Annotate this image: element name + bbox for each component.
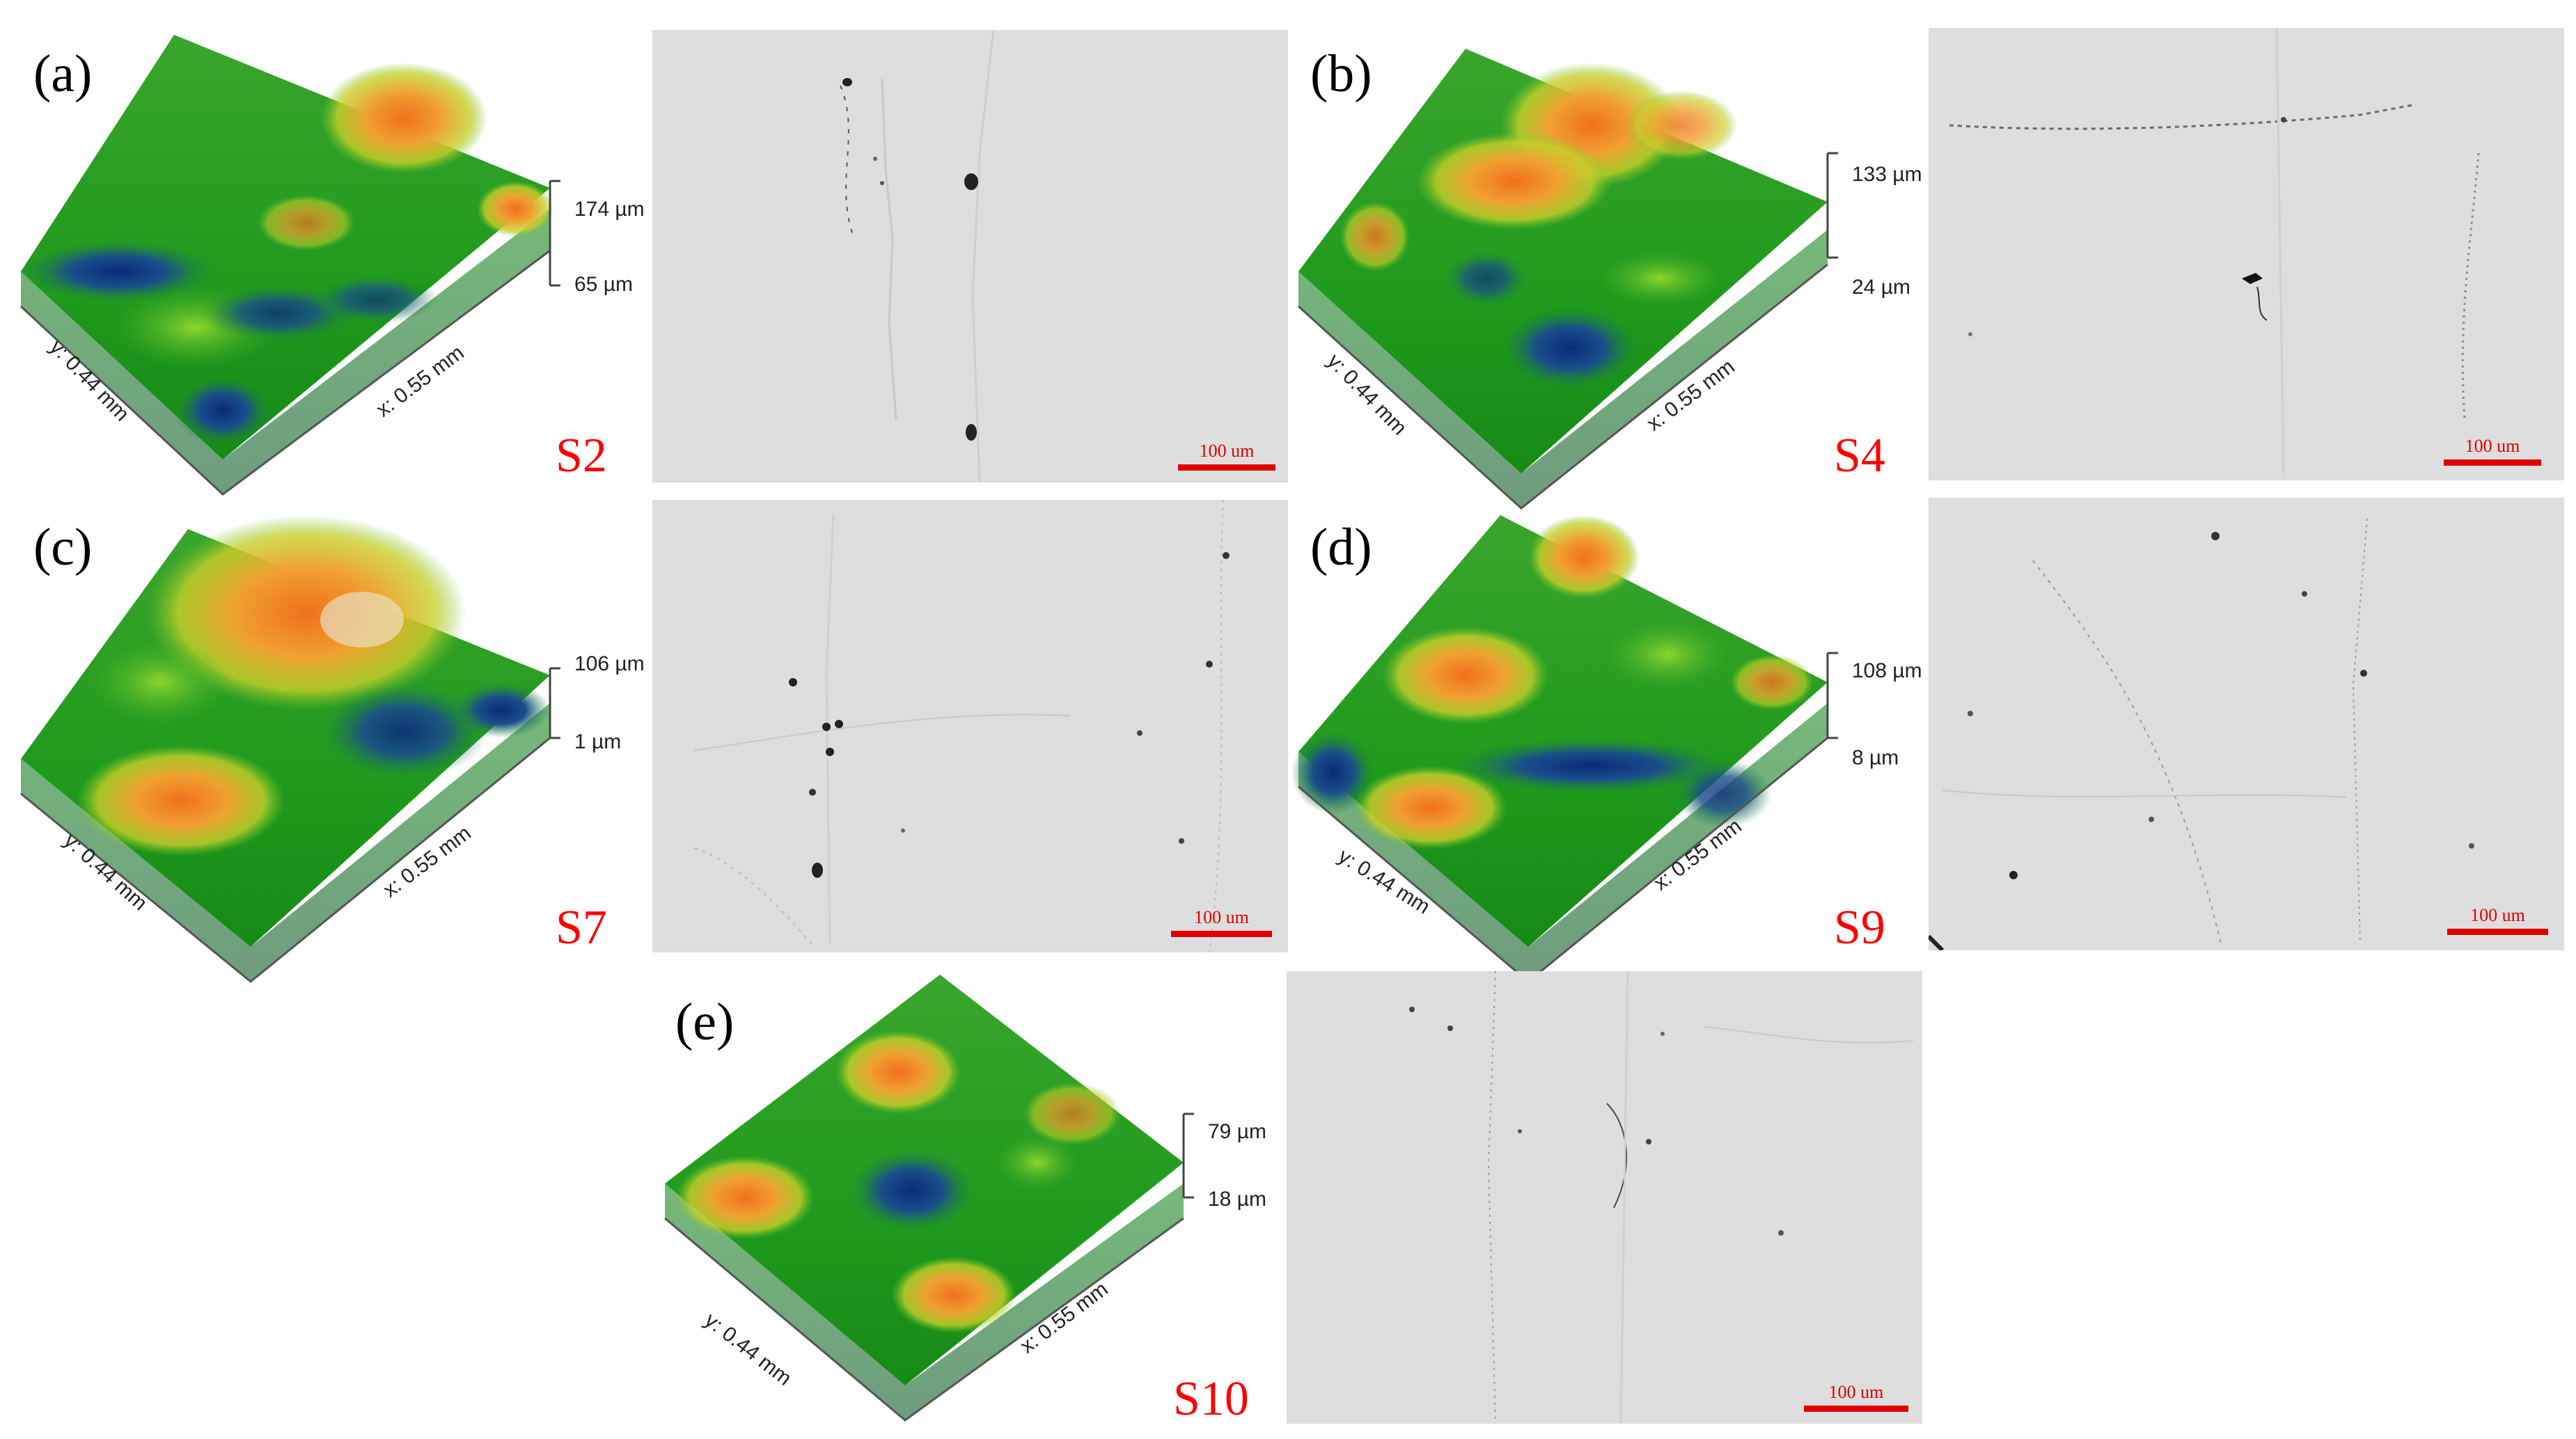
panel-letter-c: (c) — [33, 518, 93, 576]
surface-3d-plot-c: 106 µm 1 µm y: 0.44 mm x: 0.55 mm — [20, 515, 645, 983]
z-axis-top-label: 108 µm — [1852, 659, 1922, 682]
micrograph-d: 100 um — [1929, 498, 2564, 950]
micrograph-a: 100 um — [652, 30, 1288, 482]
surface-wall — [21, 209, 550, 494]
scale-bar-label: 100 um — [1199, 441, 1255, 461]
scale-bar-label: 100 um — [1828, 1382, 1884, 1402]
scale-bar-label: 100 um — [2470, 905, 2525, 925]
scale-bar — [2447, 929, 2548, 935]
surface-3d-plot-a: 174 µm 65 µm y: 0.44 mm x: 0.55 mm — [19, 35, 645, 496]
panel-letter-b: (b) — [1310, 45, 1372, 103]
sample-label-s9: S9 — [1834, 901, 1885, 954]
sample-label-s4: S4 — [1834, 429, 1885, 482]
z-axis-bottom-label: 8 µm — [1852, 746, 1899, 769]
panel-letter-d: (d) — [1310, 518, 1372, 576]
panel-letter-e: (e) — [675, 993, 735, 1051]
scale-bar-label: 100 um — [2465, 436, 2520, 456]
z-axis-bottom-label: 65 µm — [574, 273, 633, 296]
sample-label-s2: S2 — [556, 429, 607, 482]
scale-bar — [1171, 931, 1272, 937]
surface-3d-plot-e: 79 µm 18 µm y: 0.44 mm x: 0.55 mm — [664, 975, 1266, 1422]
scale-bar-label: 100 um — [1194, 907, 1249, 927]
scale-bar — [1178, 464, 1275, 471]
y-axis-label: y: 0.44 mm — [700, 1309, 796, 1390]
scale-bar — [2444, 459, 2541, 466]
z-axis-top-label: 174 µm — [574, 198, 645, 221]
surface-3d-plot-b: 133 µm 24 µm y: 0.44 mm x: 0.55 mm — [1297, 49, 1922, 510]
sample-label-s7: S7 — [556, 901, 607, 954]
z-axis-top-label: 106 µm — [574, 652, 645, 675]
panel-letter-a: (a) — [33, 45, 93, 103]
sample-label-s10: S10 — [1173, 1372, 1249, 1426]
z-axis-bottom-label: 1 µm — [574, 730, 621, 753]
z-axis-top-label: 79 µm — [1208, 1120, 1266, 1143]
micrograph-e: 100 um — [1287, 971, 1922, 1424]
micrograph-b: 100 um — [1929, 28, 2564, 480]
z-axis-bottom-label: 24 µm — [1852, 276, 1910, 299]
surface-3d-plot-d: 108 µm 8 µm y: 0.44 mm x: 0.55 mm — [1291, 515, 1922, 983]
z-axis-top-label: 133 µm — [1852, 163, 1922, 186]
z-axis-bottom-label: 18 µm — [1208, 1188, 1266, 1211]
micrograph-c: 100 um — [652, 500, 1288, 952]
scale-bar — [1804, 1406, 1908, 1412]
